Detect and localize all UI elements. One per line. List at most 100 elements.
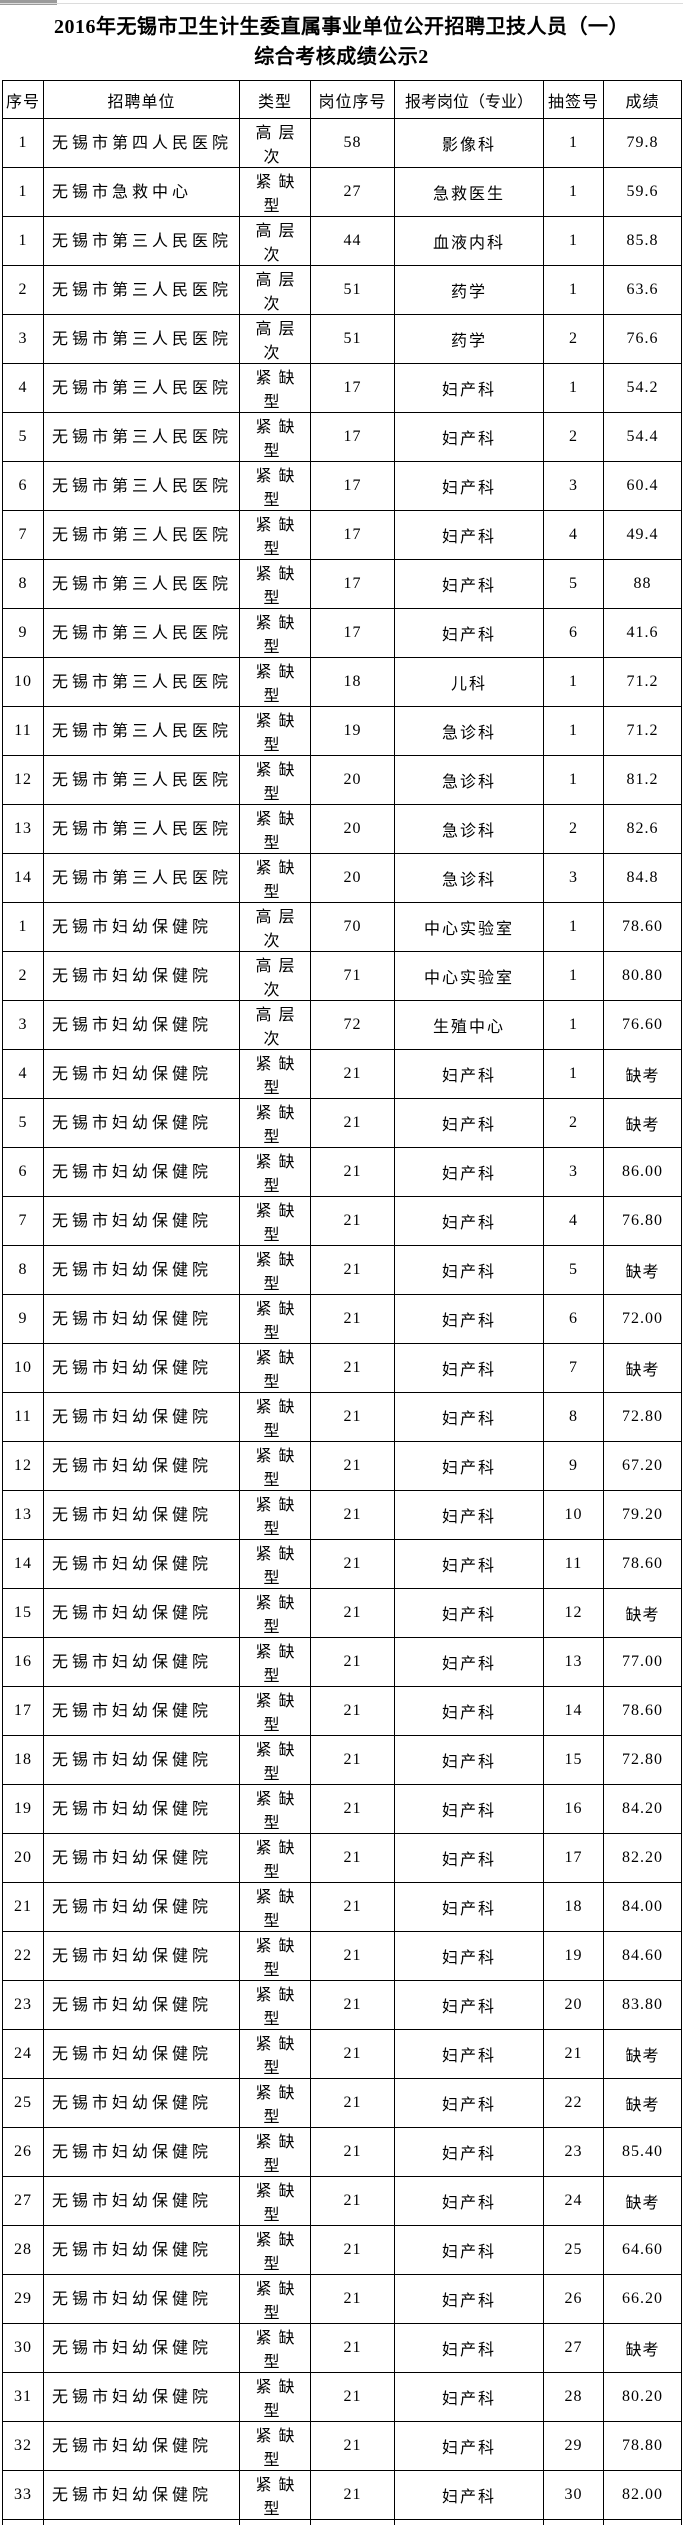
cell-pos-no: 20: [310, 804, 395, 854]
table-row: 1 无锡市第三人民医院 高层次 44 血液内科 1 85.8: [2, 216, 682, 266]
cell-pos-no: 27: [310, 167, 395, 217]
table-row: 8 无锡市妇幼保健院 紧缺型 21 妇产科 5 缺考: [2, 1245, 682, 1295]
cell-pos-no: 21: [310, 1980, 395, 2030]
cell-job: 妇产科: [394, 363, 544, 413]
cell-job: 影像科: [394, 118, 544, 168]
cell-score: 缺考: [603, 1098, 682, 1148]
cell-pos-no: 21: [310, 1931, 395, 1981]
cell-lot-no: 2: [543, 314, 604, 364]
cell-pos-no: 21: [310, 2176, 395, 2226]
cell-type: 紧缺型: [239, 363, 311, 413]
cell-unit: 无锡市妇幼保健院: [43, 902, 240, 952]
cell-seq: 28: [2, 2225, 44, 2275]
cell-lot-no: 2: [543, 412, 604, 462]
cell-type: 紧缺型: [239, 853, 311, 903]
cell-seq: 31: [2, 2372, 44, 2422]
cell-seq: 13: [2, 1490, 44, 1540]
cell-lot-no: 21: [543, 2029, 604, 2079]
cell-unit: 无锡市第三人民医院: [43, 216, 240, 266]
cell-job: 急救医生: [394, 167, 544, 217]
cell-job: 妇产科: [394, 2470, 544, 2520]
table-row: 11 无锡市第三人民医院 紧缺型 19 急诊科 1 71.2: [2, 706, 682, 756]
cell-job: 妇产科: [394, 1245, 544, 1295]
cell-lot-no: 4: [543, 510, 604, 560]
cell-job: 妇产科: [394, 1637, 544, 1687]
cell-seq: 9: [2, 608, 44, 658]
cell-seq: 3: [2, 1000, 44, 1050]
cell-pos-no: 44: [310, 216, 395, 266]
cell-seq: 32: [2, 2421, 44, 2471]
cell-type: 高层次: [239, 216, 311, 266]
cell-pos-no: 17: [310, 461, 395, 511]
page-title: 2016年无锡市卫生计生委直属事业单位公开招聘卫技人员（一） 综合考核成绩公示2: [0, 12, 683, 72]
cell-lot-no: 13: [543, 1637, 604, 1687]
table-row: 25 无锡市妇幼保健院 紧缺型 21 妇产科 22 缺考: [2, 2078, 682, 2128]
cell-pos-no: 21: [310, 1098, 395, 1148]
cell-seq: 4: [2, 363, 44, 413]
cell-type: 紧缺型: [239, 1539, 311, 1589]
cell-job: 妇产科: [394, 1441, 544, 1491]
cell-type: 紧缺型: [239, 167, 311, 217]
cell-type: 紧缺型: [239, 2127, 311, 2177]
cell-lot-no: 11: [543, 1539, 604, 1589]
cell-seq: 24: [2, 2029, 44, 2079]
cell-unit: 无锡市妇幼保健院: [43, 1098, 240, 1148]
table-row: 1 无锡市妇幼保健院 高层次 70 中心实验室 1 78.60: [2, 902, 682, 952]
table-row: 20 无锡市妇幼保健院 紧缺型 21 妇产科 17 82.20: [2, 1833, 682, 1883]
cell-seq: 1: [2, 216, 44, 266]
table-row: 21 无锡市妇幼保健院 紧缺型 21 妇产科 18 84.00: [2, 1882, 682, 1932]
table-row: 30 无锡市妇幼保健院 紧缺型 21 妇产科 27 缺考: [2, 2323, 682, 2373]
cell-lot-no: 26: [543, 2274, 604, 2324]
table-row: 13 无锡市妇幼保健院 紧缺型 21 妇产科 10 79.20: [2, 1490, 682, 1540]
col-header-score: 成绩: [603, 80, 682, 119]
cell-type: 紧缺型: [239, 2372, 311, 2422]
cell-job: 妇产科: [394, 1539, 544, 1589]
cell-seq: 16: [2, 1637, 44, 1687]
cell-unit: 无锡市妇幼保健院: [43, 2470, 240, 2520]
cell-score: 86.00: [603, 1147, 682, 1197]
cell-lot-no: 25: [543, 2225, 604, 2275]
cell-type: 紧缺型: [239, 1147, 311, 1197]
cell-type: 高层次: [239, 1000, 311, 1050]
cell-job: 妇产科: [394, 1343, 544, 1393]
cell-seq: 18: [2, 1735, 44, 1785]
cell-lot-no: 1: [543, 1049, 604, 1099]
cell-score: 41.6: [603, 608, 682, 658]
table-row: 9 无锡市妇幼保健院 紧缺型 21 妇产科 6 72.00: [2, 1294, 682, 1344]
cell-score: 83.80: [603, 1980, 682, 2030]
cell-type: 紧缺型: [239, 706, 311, 756]
cell-score: 缺考: [603, 1588, 682, 1638]
cell-seq: 9: [2, 1294, 44, 1344]
cell-score: 82.20: [603, 1833, 682, 1883]
cell-pos-no: 21: [310, 2127, 395, 2177]
cell-lot-no: 17: [543, 1833, 604, 1883]
cell-unit: 无锡市妇幼保健院: [43, 2127, 240, 2177]
cell-seq: 27: [2, 2176, 44, 2226]
cell-type: 紧缺型: [239, 2274, 311, 2324]
cell-seq: 21: [2, 1882, 44, 1932]
cell-seq: 17: [2, 1686, 44, 1736]
cell-pos-no: 21: [310, 1490, 395, 1540]
cell-unit: 无锡市第三人民医院: [43, 412, 240, 462]
table-row: 16 无锡市妇幼保健院 紧缺型 21 妇产科 13 77.00: [2, 1637, 682, 1687]
col-header-unit: 招聘单位: [43, 80, 240, 119]
cell-seq: 29: [2, 2274, 44, 2324]
cell-score: 84.8: [603, 853, 682, 903]
cell-job: 妇产科: [394, 1147, 544, 1197]
cell-pos-no: 21: [310, 1196, 395, 1246]
cell-unit: 无锡市妇幼保健院: [43, 1637, 240, 1687]
cell-unit: 无锡市第三人民医院: [43, 363, 240, 413]
cell-type: 紧缺型: [239, 755, 311, 805]
cell-job: 妇产科: [394, 2323, 544, 2373]
cell-lot-no: 1: [543, 755, 604, 805]
cell-pos-no: 21: [310, 1588, 395, 1638]
cell-unit: 无锡市第三人民医院: [43, 608, 240, 658]
cell-job: 血液内科: [394, 216, 544, 266]
cell-type: 紧缺型: [239, 1196, 311, 1246]
cell-lot-no: 3: [543, 853, 604, 903]
cell-job: 妇产科: [394, 2176, 544, 2226]
cell-lot-no: 23: [543, 2127, 604, 2177]
cell-score: 76.80: [603, 1196, 682, 1246]
cell-score: 78.60: [603, 902, 682, 952]
cell-pos-no: 17: [310, 608, 395, 658]
